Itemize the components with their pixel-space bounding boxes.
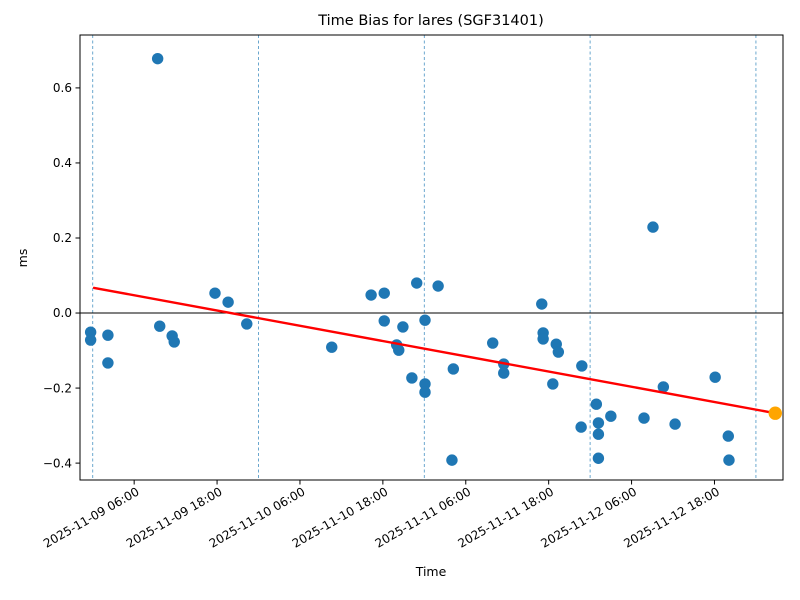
y-tick-label: 0.2 [53,231,72,245]
data-point [406,372,418,384]
data-point [393,344,405,356]
data-point [723,454,735,466]
data-point [592,452,605,464]
data-point [432,280,444,292]
plot-border [79,34,784,481]
y-tick-label: 0.0 [53,306,72,320]
data-point [657,381,670,393]
data-point [638,412,650,424]
data-point [576,360,588,372]
data-point [154,320,166,332]
data-point [647,221,659,233]
data-point [397,321,409,333]
x-axis-label: Time [415,564,447,579]
y-tick-label: −0.2 [43,381,72,395]
data-layer [84,52,782,466]
data-point [498,367,510,379]
data-point [209,287,221,299]
data-point [102,329,114,341]
data-point [419,386,431,398]
y-tick-label: −0.4 [43,456,72,470]
data-point [722,430,734,442]
data-point [447,363,460,375]
data-point [446,454,458,466]
data-point [84,334,97,346]
data-point [102,357,114,369]
y-axis-label: ms [15,249,30,268]
data-point [592,428,605,440]
data-point [605,410,617,422]
data-point [590,398,603,410]
data-point [552,346,565,358]
data-point [536,298,548,310]
trend-line [92,286,777,415]
latest-point [768,406,782,420]
data-point [419,378,431,390]
data-point [151,52,164,65]
y-tick-label: 0.4 [53,156,72,170]
data-point [411,277,423,289]
data-point [575,421,587,433]
data-point [592,417,605,429]
data-point [547,378,559,390]
data-point [84,326,97,338]
data-point [326,341,338,353]
data-point [222,296,234,308]
chart-title: Time Bias for lares (SGF31401) [317,13,544,29]
data-point [168,336,180,348]
data-point [419,314,431,326]
data-point [537,333,549,345]
data-point [709,371,721,383]
data-point [669,418,681,430]
data-point [378,315,390,327]
grid-layer [80,35,783,480]
y-tick-label: 0.6 [53,81,72,95]
data-point [378,287,390,299]
data-point [241,318,253,330]
data-point [487,337,499,349]
data-point [365,289,377,301]
